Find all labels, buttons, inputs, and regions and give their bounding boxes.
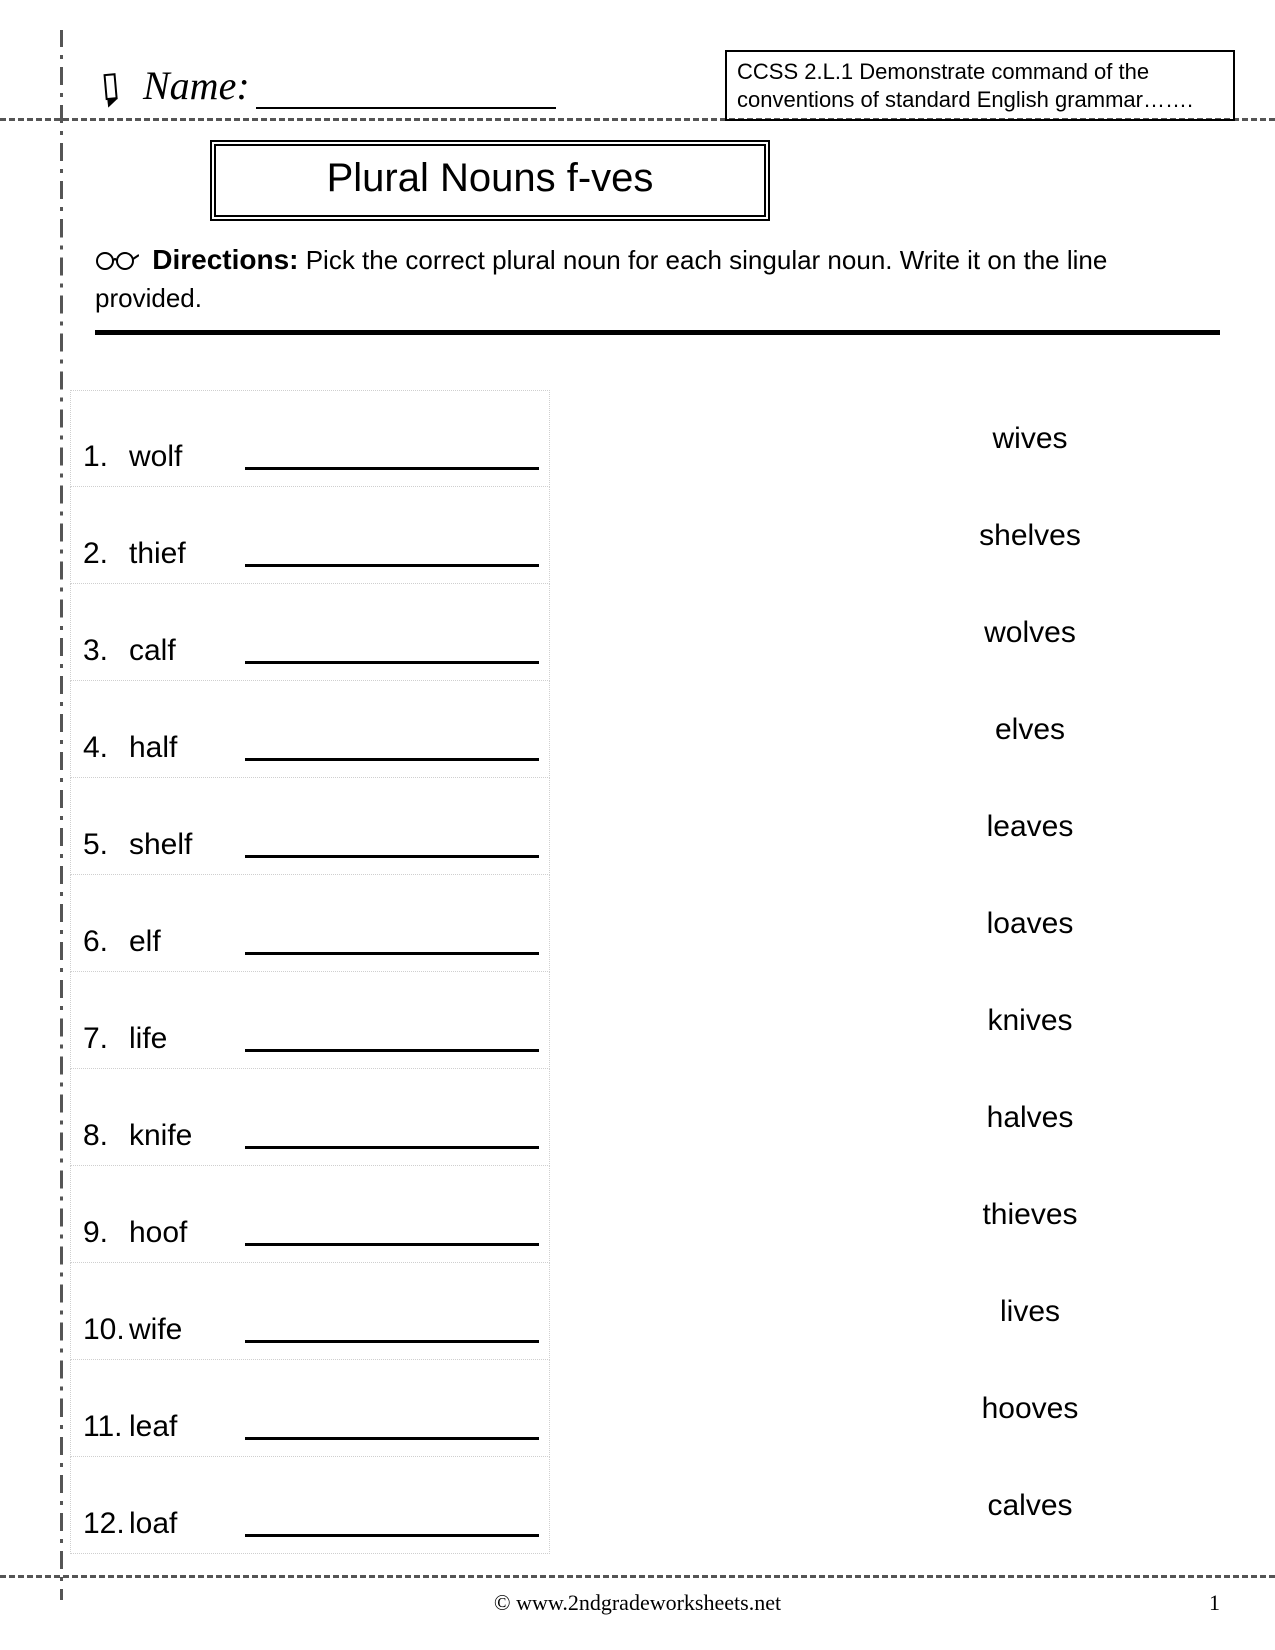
question-row: 8.knife (70, 1069, 550, 1166)
answer-line[interactable] (245, 927, 539, 955)
word-bank-item: loaves (880, 875, 1180, 972)
question-row: 4.half (70, 681, 550, 778)
answer-line[interactable] (245, 1315, 539, 1343)
question-word: wolf (129, 440, 239, 474)
answer-line[interactable] (245, 442, 539, 470)
word-bank-item: hooves (880, 1360, 1180, 1457)
ccss-standard-box: CCSS 2.L.1 Demonstrate command of the co… (725, 50, 1235, 121)
question-number: 1. (83, 440, 129, 474)
word-bank-item: lives (880, 1263, 1180, 1360)
answer-line[interactable] (245, 1412, 539, 1440)
page-number: 1 (1209, 1590, 1220, 1616)
question-number: 2. (83, 537, 129, 571)
question-number: 9. (83, 1216, 129, 1250)
question-word: shelf (129, 828, 239, 862)
name-input-line[interactable] (256, 77, 556, 109)
answer-line[interactable] (245, 1024, 539, 1052)
worksheet-title: Plural Nouns f-ves (210, 140, 770, 221)
question-number: 8. (83, 1119, 129, 1153)
word-bank-item: calves (880, 1457, 1180, 1554)
questions-column: 1.wolf 2.thief 3.calf 4.half 5.shelf 6.e… (70, 390, 550, 1554)
answer-line[interactable] (245, 733, 539, 761)
question-row: 6.elf (70, 875, 550, 972)
question-word: calf (129, 634, 239, 668)
question-word: life (129, 1022, 239, 1056)
question-row: 10.wife (70, 1263, 550, 1360)
question-number: 10. (83, 1313, 129, 1347)
question-row: 12.loaf (70, 1457, 550, 1554)
answer-line[interactable] (245, 1218, 539, 1246)
question-number: 11. (83, 1410, 129, 1444)
directions-label: Directions: (152, 244, 298, 275)
question-row: 7.life (70, 972, 550, 1069)
question-word: wife (129, 1313, 239, 1347)
word-bank-item: thieves (880, 1166, 1180, 1263)
worksheet-page: Name: CCSS 2.L.1 Demonstrate command of … (0, 0, 1275, 1650)
question-number: 7. (83, 1022, 129, 1056)
body-area: 1.wolf 2.thief 3.calf 4.half 5.shelf 6.e… (70, 390, 1220, 1560)
name-row: Name: (95, 62, 556, 109)
question-word: elf (129, 925, 239, 959)
bottom-margin-line (0, 1575, 1275, 1578)
word-bank-item: halves (880, 1069, 1180, 1166)
word-bank-item: wives (880, 390, 1180, 487)
pencil-icon (88, 62, 141, 115)
word-bank-item: knives (880, 972, 1180, 1069)
answer-line[interactable] (245, 539, 539, 567)
name-label: Name: (143, 62, 250, 109)
question-word: thief (129, 537, 239, 571)
question-number: 12. (83, 1507, 129, 1541)
directions-rule (95, 330, 1220, 335)
answer-line[interactable] (245, 1121, 539, 1149)
question-row: 2.thief (70, 487, 550, 584)
question-number: 5. (83, 828, 129, 862)
answer-line[interactable] (245, 636, 539, 664)
left-margin-line (60, 30, 63, 1600)
question-row: 5.shelf (70, 778, 550, 875)
glasses-icon (95, 244, 139, 280)
question-number: 3. (83, 634, 129, 668)
question-word: knife (129, 1119, 239, 1153)
question-word: hoof (129, 1216, 239, 1250)
question-word: leaf (129, 1410, 239, 1444)
directions: Directions: Pick the correct plural noun… (95, 240, 1220, 317)
question-row: 3.calf (70, 584, 550, 681)
word-bank-item: shelves (880, 487, 1180, 584)
word-bank-item: leaves (880, 778, 1180, 875)
question-word: half (129, 731, 239, 765)
footer-copyright: © www.2ndgradeworksheets.net (0, 1590, 1275, 1616)
question-number: 6. (83, 925, 129, 959)
question-row: 11.leaf (70, 1360, 550, 1457)
answer-line[interactable] (245, 830, 539, 858)
word-bank-column: wives shelves wolves elves leaves loaves… (880, 390, 1180, 1554)
word-bank-item: wolves (880, 584, 1180, 681)
word-bank-item: elves (880, 681, 1180, 778)
question-row: 9.hoof (70, 1166, 550, 1263)
question-row: 1.wolf (70, 390, 550, 487)
question-word: loaf (129, 1507, 239, 1541)
answer-line[interactable] (245, 1509, 539, 1537)
question-number: 4. (83, 731, 129, 765)
